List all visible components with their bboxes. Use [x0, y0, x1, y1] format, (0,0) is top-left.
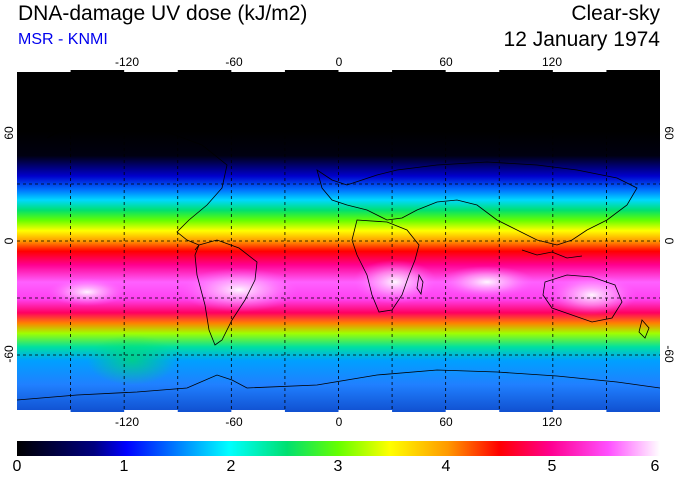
lon-label-top: -120 [114, 55, 140, 69]
lon-label-bottom: 0 [335, 415, 343, 429]
lat-label-right: 0 [662, 237, 676, 245]
source-label: MSR - KNMI [18, 31, 108, 48]
uv-hotspot-indian-ocean [439, 266, 535, 298]
coastlines [17, 119, 660, 401]
lat-label-left: -60 [2, 345, 16, 363]
sky-condition-label: Clear-sky [571, 2, 660, 25]
lat-label-right: -60 [662, 345, 676, 363]
colorbar-tick-label: 0 [12, 458, 22, 475]
lon-label-top: 60 [439, 55, 453, 69]
lon-label-bottom: -60 [225, 415, 243, 429]
uv-hotspot-pacific [47, 278, 127, 306]
lon-label-bottom: 60 [439, 415, 453, 429]
colorbar-tick-label: 2 [226, 458, 236, 475]
colorbar-tick-label: 6 [650, 458, 660, 475]
lat-label-left: 60 [2, 126, 16, 140]
date-label: 12 January 1974 [503, 28, 660, 51]
uv-dose-map [17, 70, 660, 412]
coastline-north-america [46, 119, 228, 251]
coastline-antarctica [17, 369, 660, 401]
lon-label-top: -60 [225, 55, 243, 69]
coastline-africa [351, 219, 420, 313]
lat-label-left: 0 [2, 237, 16, 245]
colorbar-tick-label: 3 [333, 458, 343, 475]
uv-hotspot-australia [547, 275, 637, 315]
colorbar-tick-label: 4 [441, 458, 451, 475]
uv-hotspot-africa [353, 260, 437, 304]
uv-dose-map-svg [17, 70, 660, 412]
coastline-south-america [194, 239, 258, 346]
colorbar-tick-label: 1 [119, 458, 129, 475]
coastline-australia [542, 274, 623, 323]
lon-label-top: 0 [335, 55, 343, 69]
map-border-ticks [17, 70, 607, 412]
graticule [17, 70, 660, 412]
map-title: DNA-damage UV dose (kJ/m2) [18, 2, 308, 25]
lon-label-bottom: 120 [541, 415, 563, 429]
lon-label-top: 120 [541, 55, 563, 69]
coastline-new-zealand [638, 319, 650, 339]
lon-label-bottom: -120 [114, 415, 140, 429]
colorbar-tick-label: 5 [547, 458, 557, 475]
uv-hotspot-south-america [179, 268, 299, 312]
coastline-madagascar [416, 273, 424, 296]
colorbar-gradient [17, 441, 660, 456]
coastline-eurasia [316, 161, 638, 246]
coastline-indonesia [521, 249, 583, 259]
uv-cool-patch [87, 335, 177, 385]
colorbar [17, 441, 660, 456]
lat-label-right: 60 [662, 126, 676, 140]
colorbar-svg [17, 441, 660, 456]
